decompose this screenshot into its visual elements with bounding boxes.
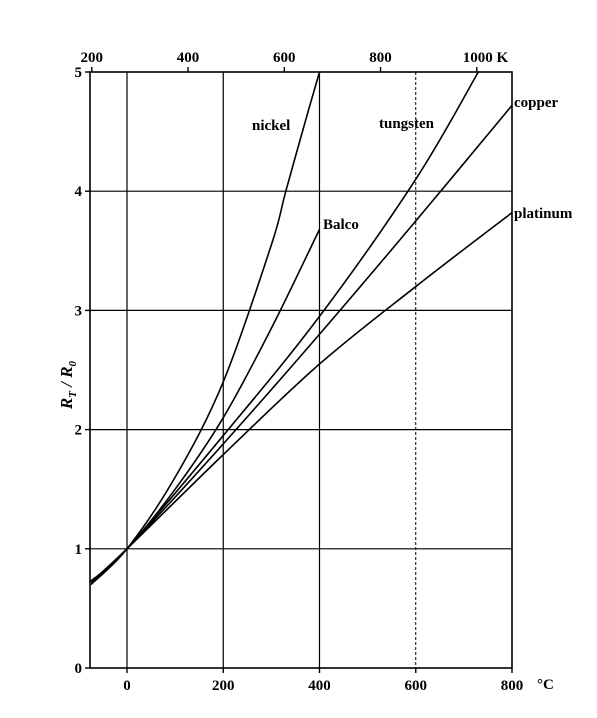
y-tick-label-0: 0 [75,661,83,677]
series-label-copper: copper [514,95,559,111]
y-axis-title-main: R [57,398,76,410]
y-axis-title-slash: / R [57,366,76,391]
series-labels: nickel tungsten copper Balco platinum [252,95,573,233]
y-axis-title-sub-den: 0 [67,360,79,366]
grid [90,72,512,668]
y-tick-label-3: 3 [75,303,83,319]
series-lines [90,71,513,586]
x-tick-label-0: 0 [123,678,131,694]
series-label-tungsten: tungsten [379,116,435,132]
x-tick-label-600: 600 [405,678,428,694]
y-tick-label-2: 2 [75,423,83,439]
x-tick-label-800: 800 [501,678,524,694]
series-line-balco [90,228,321,583]
top-tick-label-400: 400 [177,50,200,66]
top-tick-label-200: 200 [81,50,104,66]
x-tick-label-200: 200 [212,678,235,694]
series-line-platinum [90,212,513,583]
y-tick-label-4: 4 [75,184,83,200]
tick-labels: 0 200 400 600 800 200 400 600 800 1000 K 0 1 2 3 4 5 [75,50,524,694]
y-axis-title-sub-num: T [67,390,79,398]
y-tick-label-5: 5 [75,65,83,81]
y-tick-label-1: 1 [75,542,83,558]
plot-border [89,71,513,669]
top-tick-label-800: 800 [369,50,392,66]
series-label-balco: Balco [323,217,359,233]
series-label-platinum: platinum [514,206,573,222]
x-tick-label-400: 400 [308,678,331,694]
top-tick-label-600: 600 [273,50,296,66]
series-label-nickel: nickel [252,118,290,134]
series-line-nickel [90,71,321,586]
plot-frame [89,71,513,669]
bottom-axis-unit-label: °C [537,677,554,693]
top-tick-label-1000: 1000 K [463,50,509,66]
y-axis-title: RT / R0 [57,360,79,410]
series-line-tungsten [90,71,480,582]
